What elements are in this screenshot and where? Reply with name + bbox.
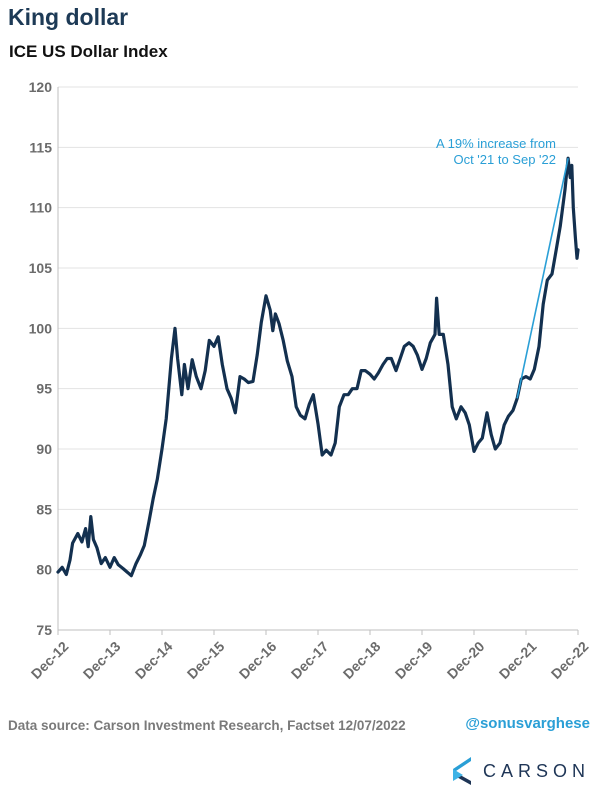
y-tick-label: 120 xyxy=(29,79,53,95)
y-tick-label: 105 xyxy=(29,260,53,276)
x-tick-label: Dec-17 xyxy=(288,638,332,682)
x-tick-labels: Dec-12 Dec-13 Dec-14 Dec-15 Dec-16 Dec-17 Dec-… xyxy=(28,630,592,682)
x-tick-label: Dec-13 xyxy=(80,638,124,682)
annotation-text-line1: A 19% increase from xyxy=(436,136,556,151)
y-tick-label: 75 xyxy=(36,622,52,638)
x-tick-label: Dec-15 xyxy=(184,638,228,682)
annotation-arrow-line xyxy=(516,158,569,399)
x-tick-label: Dec-19 xyxy=(392,638,436,682)
twitter-handle: @sonusvarghese xyxy=(465,715,590,732)
dollar-index-line xyxy=(56,156,580,578)
y-tick-label: 110 xyxy=(29,200,52,216)
gridlines xyxy=(58,86,578,571)
y-tick-label: 115 xyxy=(29,139,52,155)
x-tick-label: Dec-21 xyxy=(496,638,540,682)
carson-logo-text: CARSON xyxy=(482,760,590,781)
y-tick-label: 80 xyxy=(36,562,52,578)
data-source-note: Data source: Carson Investment Research,… xyxy=(8,718,406,733)
x-tick-label: Dec-14 xyxy=(132,638,176,682)
x-tick-label: Dec-18 xyxy=(340,638,384,682)
y-tick-label: 95 xyxy=(36,381,52,397)
x-tick-label: Dec-12 xyxy=(28,638,72,682)
y-tick-labels: 75 80 85 90 95 100 105 110 115 120 xyxy=(29,79,53,638)
chart-title: King dollar xyxy=(8,4,129,30)
y-tick-label: 100 xyxy=(29,320,53,336)
chart-subtitle: ICE US Dollar Index xyxy=(9,42,168,61)
carson-logo-icon xyxy=(452,757,471,785)
y-tick-label: 90 xyxy=(36,441,52,457)
x-tick-label: Dec-22 xyxy=(548,638,592,682)
y-tick-label: 85 xyxy=(36,501,52,517)
x-tick-label: Dec-16 xyxy=(236,638,280,682)
annotation-text-line2: Oct '21 to Sep '22 xyxy=(453,152,556,167)
carson-logo: CARSON xyxy=(452,757,590,785)
x-tick-label: Dec-20 xyxy=(444,638,488,682)
